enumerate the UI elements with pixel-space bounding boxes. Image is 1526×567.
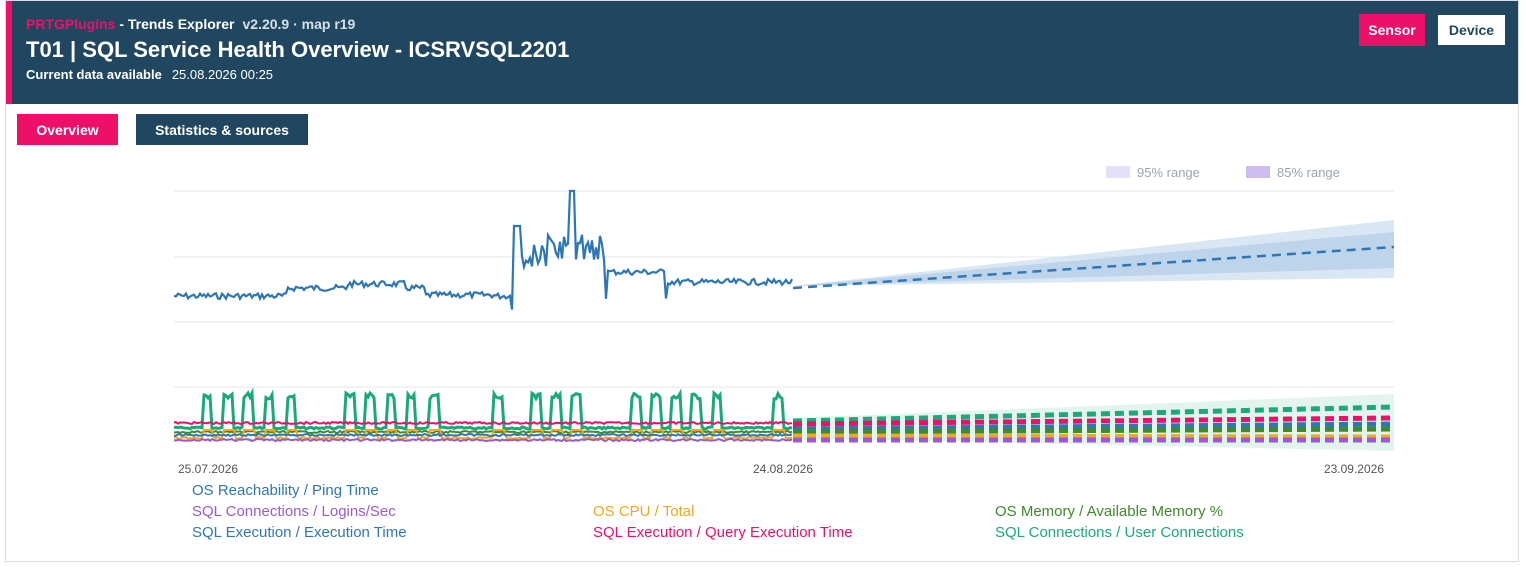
accent-stripe	[6, 1, 12, 104]
forecast-line	[792, 404, 1395, 424]
legend-item[interactable]: SQL Execution / Query Execution Time	[593, 524, 853, 541]
data-timestamp: 25.08.2026 00:25	[171, 67, 274, 82]
data-availability: Current data available 25.08.2026 00:25	[26, 67, 273, 82]
range-legend: 95% range 85% range	[1106, 165, 1340, 180]
page-title: T01 | SQL Service Health Overview - ICSR…	[26, 37, 570, 62]
forecast-line	[792, 415, 1395, 427]
device-button[interactable]: Device	[1437, 14, 1506, 46]
app-name: - Trends Explorer	[115, 16, 235, 32]
forecast-line	[792, 421, 1395, 432]
range-legend-swatch	[1246, 166, 1270, 178]
header-bar: PRTGPlugins - Trends Explorer v2.20.9 · m…	[6, 1, 1518, 104]
version-label: v2.20.9 · map r19	[242, 16, 356, 32]
legend-item[interactable]: SQL Execution / Execution Time	[192, 524, 407, 541]
x-axis-ticks: 25.07.2026 24.08.2026 23.09.2026	[178, 462, 1384, 476]
series-line	[173, 429, 793, 435]
forecast-line-ping-time	[792, 245, 1395, 290]
range-legend-label: 95% range	[1137, 165, 1200, 180]
brand-name: PRTGPlugins	[26, 16, 116, 32]
sensor-button[interactable]: Sensor	[1359, 14, 1425, 46]
forecast-band-85	[793, 232, 1394, 286]
trends-panel: PRTGPlugins - Trends Explorer v2.20.9 · m…	[5, 0, 1519, 562]
series-line	[173, 387, 793, 433]
tab-overview[interactable]: Overview	[17, 114, 118, 145]
range-legend-swatch	[1106, 166, 1130, 178]
series-line-ping-time	[173, 189, 793, 310]
x-tick-label: 25.07.2026	[178, 462, 238, 476]
tab-statistics-sources[interactable]: Statistics & sources	[136, 114, 308, 145]
forecast-line	[792, 433, 1395, 440]
range-legend-label: 85% range	[1277, 165, 1340, 180]
series-lines	[173, 189, 1395, 443]
x-tick-label: 24.08.2026	[753, 462, 813, 476]
legend-item[interactable]: OS Reachability / Ping Time	[192, 482, 379, 499]
legend-item[interactable]: OS CPU / Total	[593, 503, 695, 520]
series-line	[173, 429, 793, 441]
trend-chart: 25.07.2026 24.08.2026 23.09.2026 95% range…	[173, 165, 1395, 476]
legend-item[interactable]: SQL Connections / Logins/Sec	[192, 503, 396, 520]
series-line	[173, 437, 793, 443]
series-line	[173, 432, 793, 438]
data-label: Current data available	[26, 67, 162, 82]
legend-item[interactable]: SQL Connections / User Connections	[995, 524, 1244, 541]
app-brand-line: PRTGPlugins - Trends Explorer v2.20.9 · m…	[26, 16, 355, 32]
x-tick-label: 23.09.2026	[1324, 462, 1384, 476]
series-line	[173, 420, 793, 426]
forecast-line	[792, 426, 1395, 435]
legend-item[interactable]: OS Memory / Available Memory %	[995, 503, 1224, 520]
